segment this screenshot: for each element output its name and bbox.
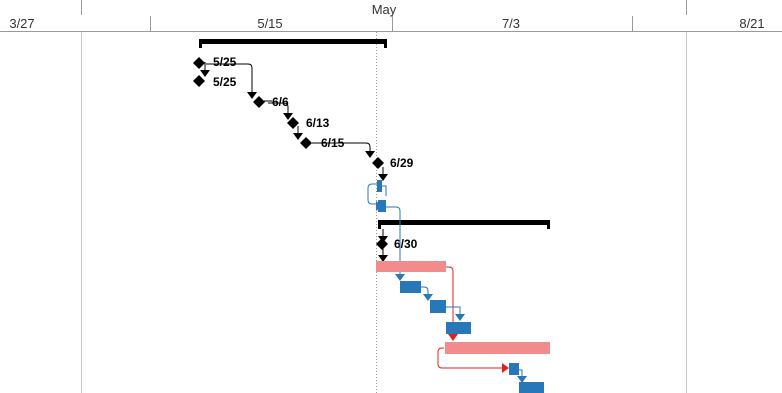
milestone[interactable]: 6/29: [372, 156, 414, 170]
bottom-tier-label: 8/21: [739, 16, 764, 31]
task-bar[interactable]: [519, 382, 544, 393]
milestone-date-label: 6/15: [321, 136, 345, 150]
task-bar[interactable]: [430, 300, 446, 313]
dependency-links: [420, 286, 523, 376]
link-arrowheads: [200, 70, 388, 262]
gridlines: [81, 32, 687, 393]
milestone[interactable]: 6/13: [287, 116, 330, 130]
milestone-date-label: 6/13: [306, 116, 330, 130]
critical-link-arrowhead: [448, 334, 458, 341]
milestone-diamond-icon: [372, 157, 384, 169]
milestone[interactable]: 6/6: [253, 95, 289, 109]
milestone-diamond-icon: [253, 96, 265, 108]
milestone-diamond-icon: [376, 238, 388, 250]
milestone-date-label: 6/30: [394, 237, 418, 251]
milestone-diamond-icon: [300, 137, 312, 149]
milestone-diamond-icon: [193, 57, 205, 69]
bottom-tier-label: 3/27: [9, 16, 34, 31]
critical-link-arrowhead: [502, 363, 509, 373]
critical-task-bar[interactable]: [445, 342, 550, 354]
critical-task-bar[interactable]: [376, 261, 446, 272]
milestone-date-label: 5/25: [213, 55, 237, 69]
bottom-tier-label: 5/15: [257, 16, 282, 31]
dependency-links: [204, 62, 384, 255]
milestone-diamond-icon: [287, 117, 299, 129]
link-arrowheads: [395, 274, 527, 383]
task-bar[interactable]: [446, 322, 471, 334]
timescale-header[interactable]: May 3/27 5/15 7/3 8/21: [0, 0, 782, 32]
critical-dependency-links: [437, 266, 502, 369]
milestone-date-label: 5/25: [213, 75, 237, 89]
top-tier-label: May: [372, 2, 397, 17]
task-bar[interactable]: [509, 363, 519, 375]
milestone[interactable]: 6/30: [376, 237, 418, 251]
summary-task-bar[interactable]: [199, 39, 387, 48]
milestone[interactable]: 5/25: [193, 75, 237, 89]
milestone-diamond-icon: [193, 75, 205, 87]
dependency-links: [367, 183, 401, 274]
milestone-date-label: 6/29: [390, 156, 414, 170]
link-arrowhead: [376, 201, 383, 211]
milestone-date-label: 6/6: [272, 95, 289, 109]
summary-task-bar[interactable]: [378, 220, 550, 229]
milestone[interactable]: 5/25: [193, 55, 237, 69]
task-bar[interactable]: [400, 281, 421, 293]
milestone[interactable]: 6/15: [300, 136, 345, 150]
task-bar[interactable]: [377, 180, 382, 192]
bottom-tier-label: 7/3: [502, 16, 520, 31]
